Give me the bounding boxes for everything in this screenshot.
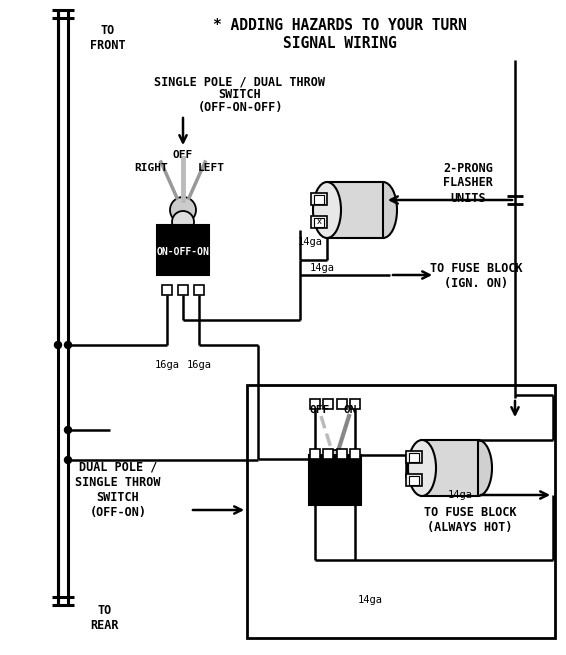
Text: ON: ON (343, 405, 357, 415)
Text: 2-PRONG
FLASHER
UNITS: 2-PRONG FLASHER UNITS (443, 162, 493, 204)
Text: 14ga: 14ga (298, 237, 323, 247)
Text: DUAL POLE /
SINGLE THROW
SWITCH
(OFF-ON): DUAL POLE / SINGLE THROW SWITCH (OFF-ON) (75, 461, 161, 519)
Bar (194, 285, 204, 295)
Text: 14ga: 14ga (310, 263, 335, 273)
Bar (314, 218, 324, 227)
Bar (323, 449, 333, 459)
Bar (309, 455, 361, 505)
Text: 14ga: 14ga (358, 595, 383, 605)
Bar (311, 216, 327, 228)
Text: OFF: OFF (310, 405, 330, 415)
Text: x: x (316, 217, 321, 227)
Bar (337, 449, 347, 459)
Bar (350, 449, 360, 459)
Bar (310, 399, 320, 409)
Ellipse shape (464, 440, 492, 496)
Text: TO
REAR: TO REAR (90, 604, 118, 632)
Text: 14ga: 14ga (448, 490, 473, 500)
Text: (OFF-ON-OFF): (OFF-ON-OFF) (197, 102, 283, 115)
Bar (422, 440, 478, 496)
Bar (409, 476, 419, 485)
Bar (311, 193, 327, 205)
Bar (406, 474, 422, 486)
Circle shape (54, 341, 62, 348)
Circle shape (325, 462, 345, 482)
Text: ON-OFF-ON: ON-OFF-ON (157, 247, 209, 257)
Circle shape (65, 341, 71, 348)
Bar (350, 399, 360, 409)
Bar (247, 385, 555, 638)
Bar (157, 225, 209, 275)
Text: SINGLE POLE / DUAL THROW: SINGLE POLE / DUAL THROW (155, 75, 325, 88)
Text: TO
FRONT: TO FRONT (90, 24, 126, 52)
Ellipse shape (313, 182, 341, 238)
Bar (162, 285, 172, 295)
Bar (310, 449, 320, 459)
Text: SIGNAL WIRING: SIGNAL WIRING (283, 37, 397, 52)
Ellipse shape (408, 440, 436, 496)
Bar (337, 399, 347, 409)
Ellipse shape (369, 182, 397, 238)
Text: 16ga: 16ga (187, 360, 212, 370)
Bar (323, 399, 333, 409)
Circle shape (172, 211, 194, 233)
Text: 16ga: 16ga (155, 360, 179, 370)
Circle shape (323, 450, 347, 474)
Text: RIGHT: RIGHT (134, 163, 168, 173)
Text: LEFT: LEFT (198, 163, 225, 173)
Bar (409, 453, 419, 462)
Text: * ADDING HAZARDS TO YOUR TURN: * ADDING HAZARDS TO YOUR TURN (213, 18, 467, 33)
Bar (406, 451, 422, 463)
Bar (327, 182, 383, 238)
Circle shape (65, 426, 71, 434)
Circle shape (170, 197, 196, 223)
Text: OFF: OFF (173, 150, 193, 160)
Circle shape (65, 457, 71, 464)
Text: TO FUSE BLOCK
(IGN. ON): TO FUSE BLOCK (IGN. ON) (430, 262, 522, 290)
Text: SWITCH: SWITCH (218, 88, 261, 102)
Bar (314, 195, 324, 204)
Text: TO FUSE BLOCK
(ALWAYS HOT): TO FUSE BLOCK (ALWAYS HOT) (424, 506, 516, 534)
Bar (178, 285, 188, 295)
